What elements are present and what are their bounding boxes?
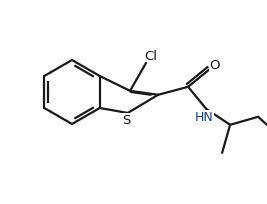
- Text: S: S: [123, 114, 131, 127]
- Text: HN: HN: [195, 111, 214, 124]
- Text: O: O: [209, 59, 219, 72]
- Text: Cl: Cl: [144, 50, 158, 63]
